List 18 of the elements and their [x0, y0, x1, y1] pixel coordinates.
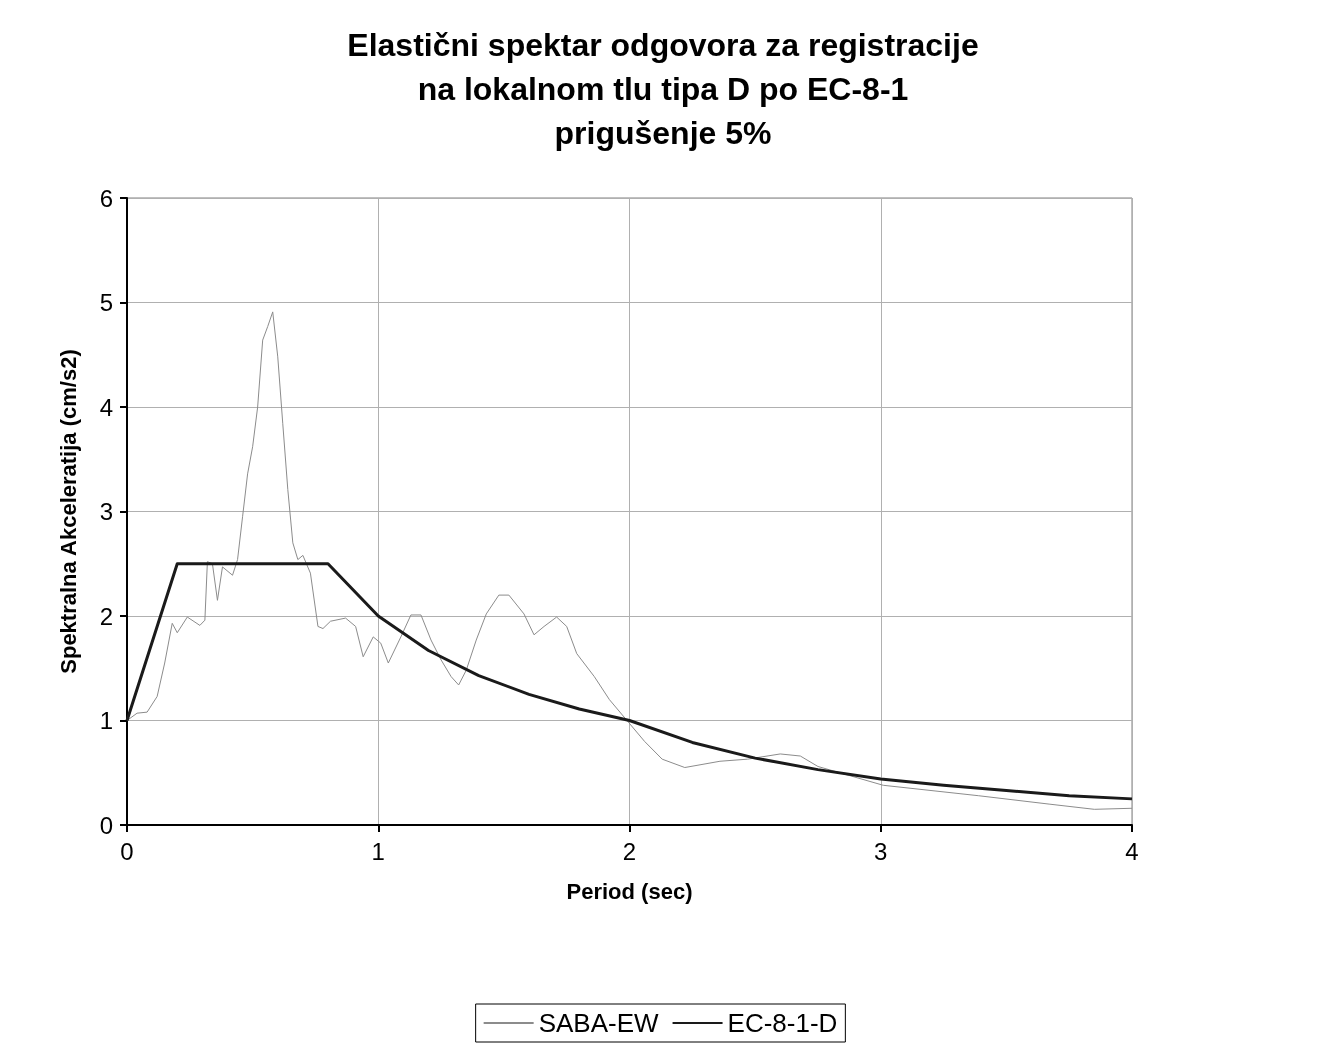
x-tick-label: 0: [120, 837, 134, 865]
line-series: [125, 562, 1134, 801]
chart-title: Elastični spektar odgovora za registracije na lokalnom tlu tipa D po EC-8-1 prigušenje 5%: [347, 27, 979, 151]
x-axis-title: Period (sec): [566, 878, 693, 904]
y-tick-label: 0: [99, 811, 113, 839]
legend-label: SABA-EW: [538, 1008, 660, 1038]
y-tick-label: 6: [99, 184, 113, 212]
legend-label: EC-8-1-D: [727, 1008, 838, 1038]
y-tick-label: 5: [99, 289, 113, 316]
y-tick-label: 1: [99, 707, 113, 734]
y-tick-label: 4: [99, 393, 113, 421]
x-tick-label: 3: [874, 837, 888, 865]
x-tick-label: 4: [1125, 837, 1139, 865]
x-tick-label: 2: [622, 837, 637, 865]
y-axis-title: Spektralna Akceleratija (cm/s2): [55, 349, 81, 674]
y-tick-label: 3: [99, 498, 113, 525]
y-tick-label: 2: [99, 602, 113, 630]
x-tick-label: 1: [371, 837, 385, 865]
